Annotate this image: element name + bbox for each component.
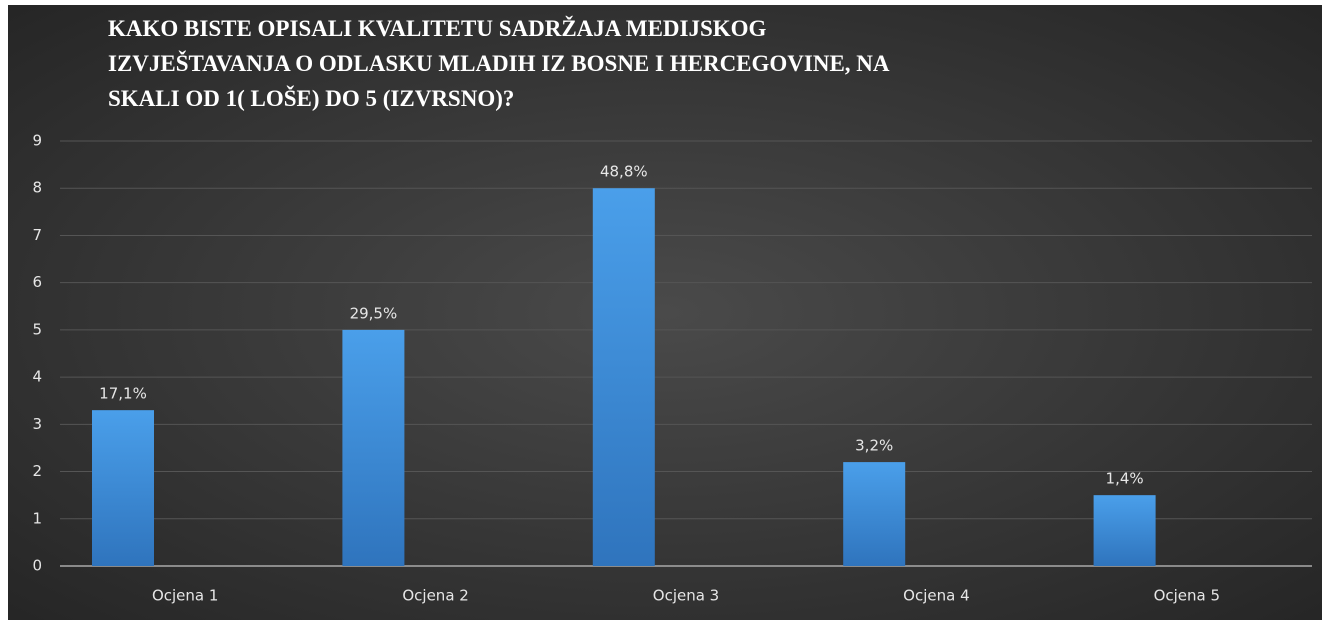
bar bbox=[843, 462, 906, 566]
y-tick-label: 6 bbox=[32, 273, 42, 291]
x-tick-label: Ocjena 1 bbox=[152, 587, 218, 605]
data-label: 48,8% bbox=[600, 163, 648, 181]
y-tick-label: 1 bbox=[32, 509, 42, 527]
x-tick-label: Ocjena 3 bbox=[653, 587, 719, 605]
bar bbox=[92, 410, 154, 566]
y-tick-label: 7 bbox=[32, 226, 42, 244]
bar bbox=[1093, 495, 1156, 566]
data-label: 17,1% bbox=[99, 385, 147, 403]
x-tick-label: Ocjena 2 bbox=[402, 587, 468, 605]
data-label: 29,5% bbox=[350, 304, 398, 322]
y-tick-label: 8 bbox=[32, 179, 42, 197]
x-tick-label: Ocjena 5 bbox=[1154, 587, 1220, 605]
data-label: 3,2% bbox=[855, 437, 893, 455]
bar bbox=[592, 188, 655, 566]
y-tick-label: 0 bbox=[32, 557, 42, 575]
chart-title: KAKO BISTE OPISALI KVALITETU SADRŽAJA ME… bbox=[108, 15, 767, 41]
chart-title: SKALI OD 1( LOŠE) DO 5 (IZVRSNO)? bbox=[108, 85, 514, 111]
y-tick-label: 9 bbox=[32, 132, 42, 150]
y-tick-label: 5 bbox=[32, 320, 42, 338]
y-tick-label: 2 bbox=[32, 462, 42, 480]
x-tick-label: Ocjena 4 bbox=[903, 587, 969, 605]
bar bbox=[342, 329, 405, 566]
chart-title: IZVJEŠTAVANJA O ODLASKU MLADIH IZ BOSNE … bbox=[108, 50, 890, 76]
data-label: 1,4% bbox=[1106, 470, 1144, 488]
y-tick-label: 3 bbox=[32, 415, 42, 433]
y-tick-label: 4 bbox=[32, 368, 42, 386]
